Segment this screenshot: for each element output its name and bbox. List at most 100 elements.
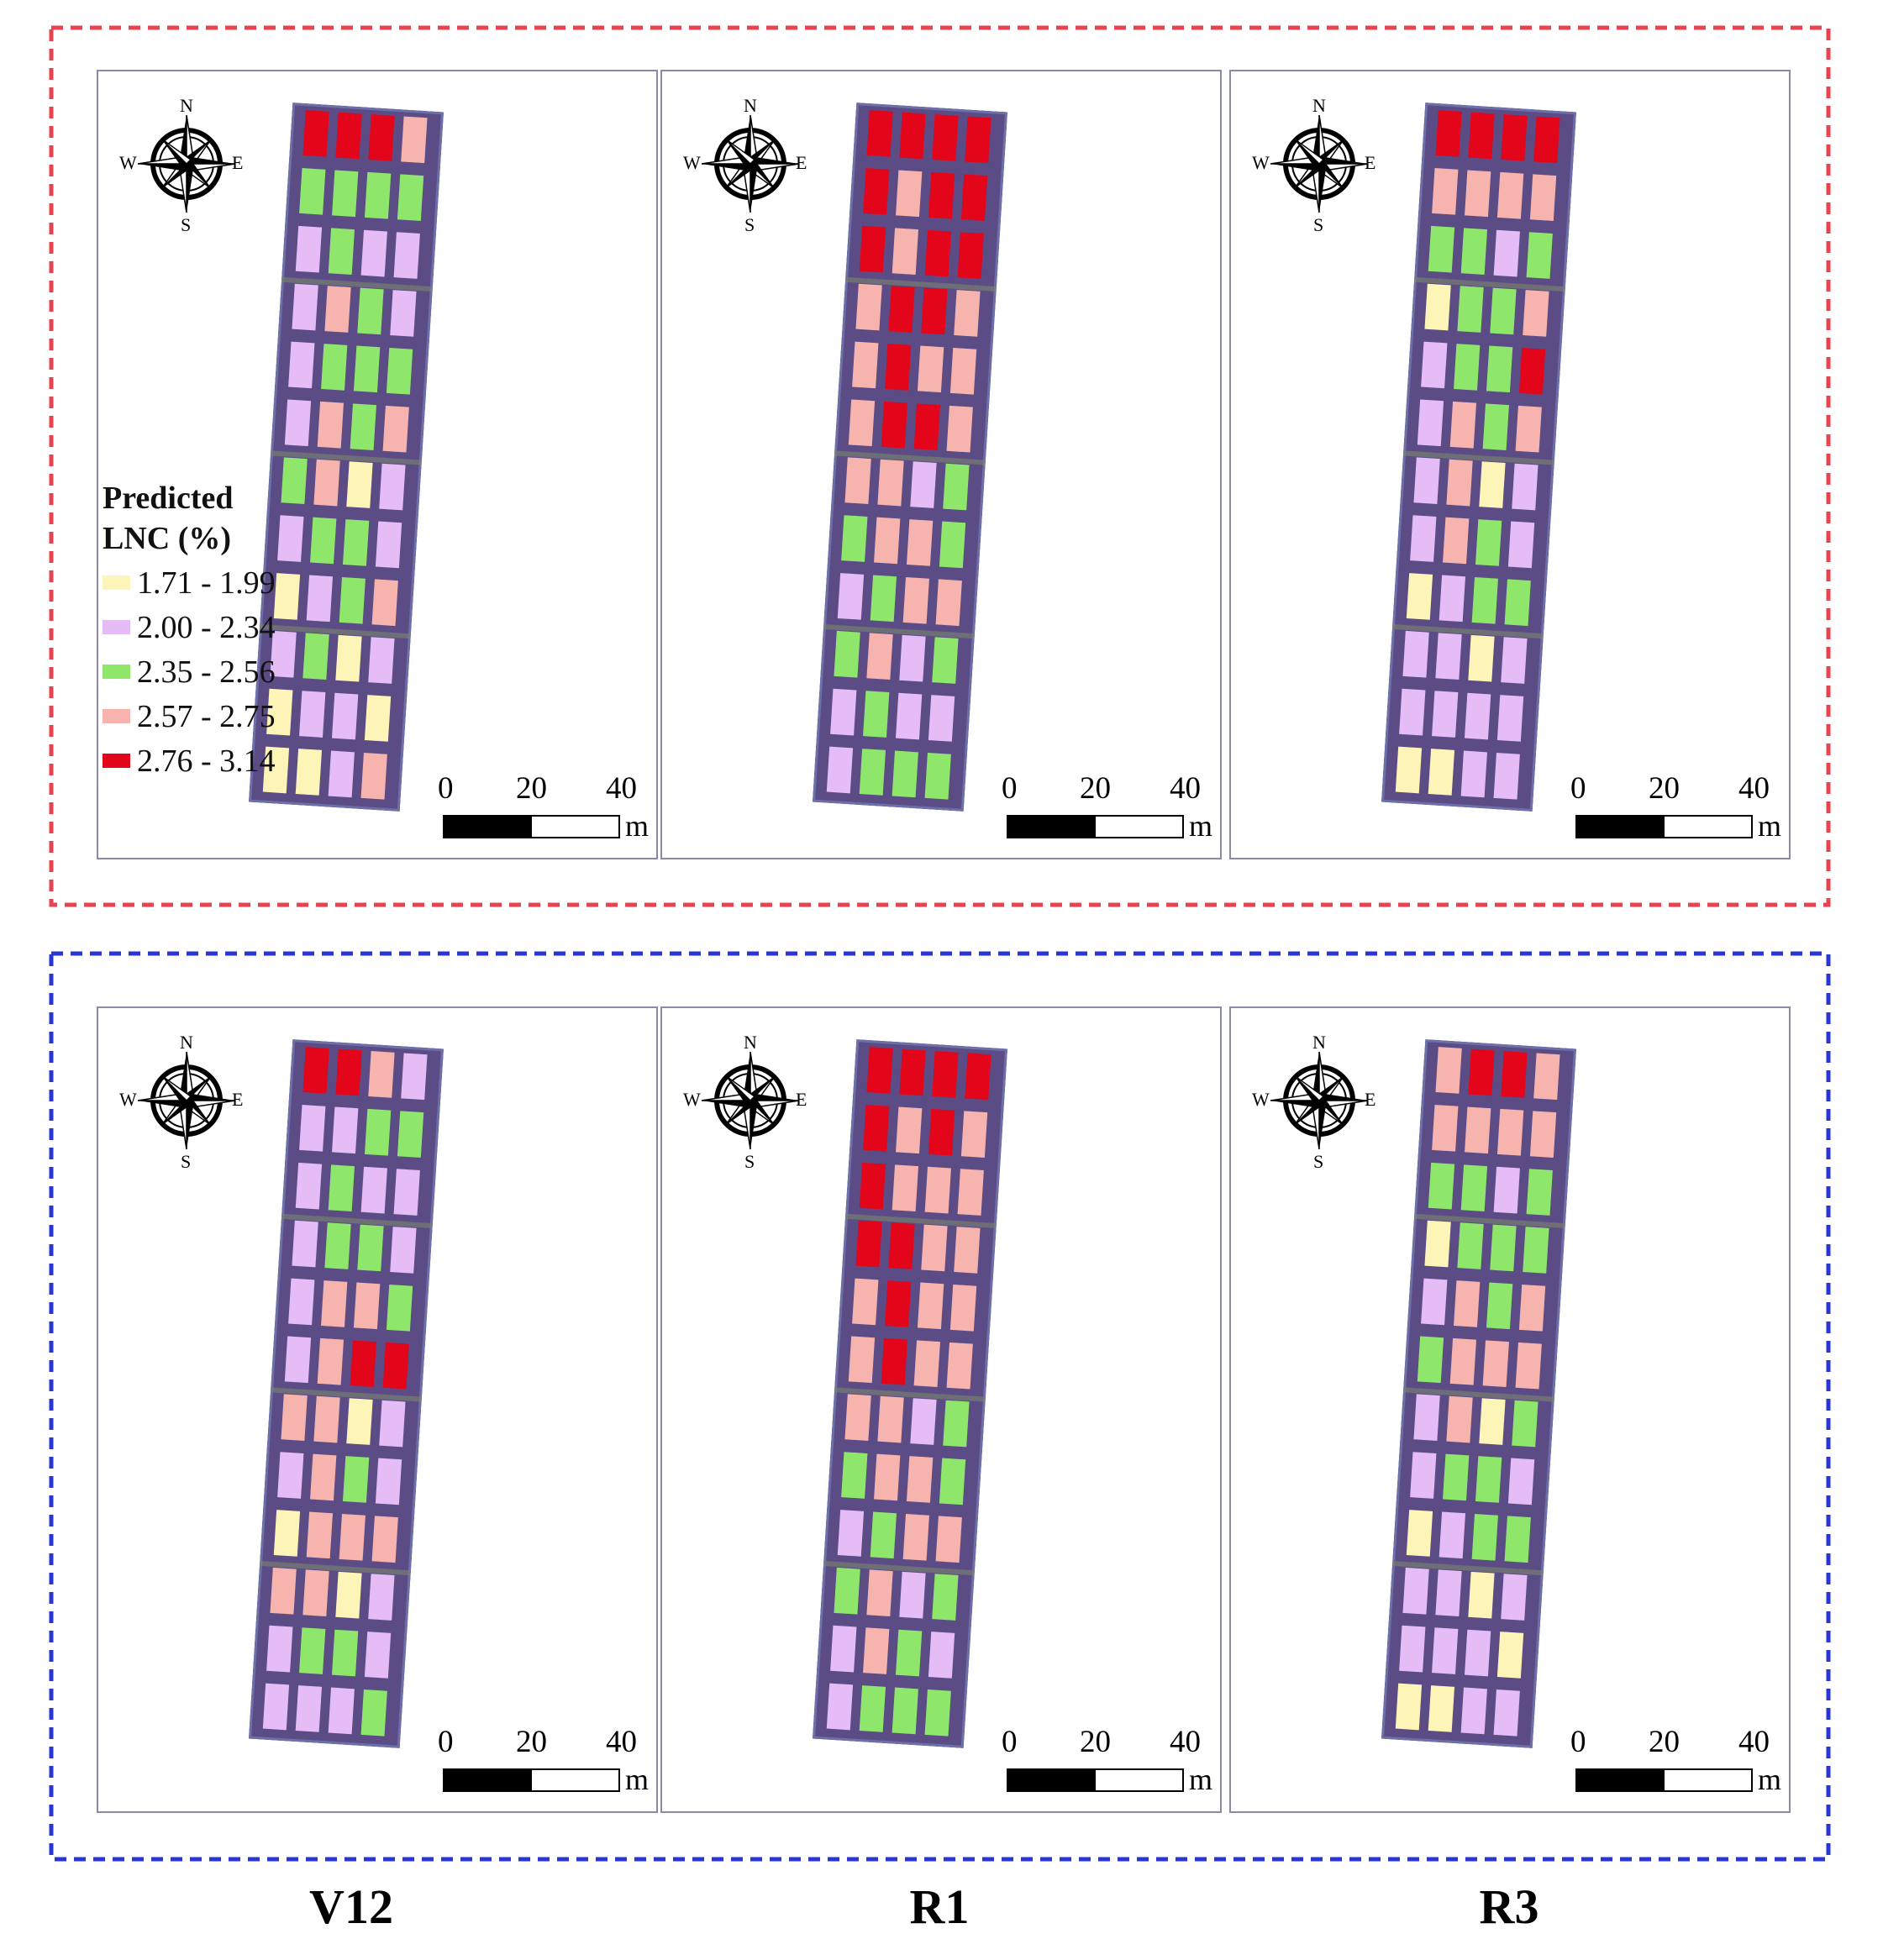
map-panel-r1-bottom: N S E W 0 20 40 m	[660, 1006, 1222, 1813]
plot-cell	[324, 1222, 351, 1269]
plot-cell	[881, 401, 908, 449]
plot-cell	[1410, 1452, 1437, 1499]
plot-cell	[375, 521, 402, 569]
legend-swatch	[103, 709, 130, 723]
plot-cell	[1468, 1048, 1495, 1096]
plot-cell	[895, 1629, 923, 1677]
plot-cell	[877, 459, 904, 507]
compass-label-w: W	[683, 1089, 701, 1110]
plot-cell	[1501, 114, 1528, 161]
plot-cell	[288, 341, 315, 389]
plot-cell	[360, 229, 387, 277]
plot-cell	[295, 1162, 323, 1210]
plot-cell	[1399, 1625, 1426, 1673]
plot-cell	[1468, 112, 1495, 160]
plot-cell	[1533, 1053, 1560, 1101]
plot-cell	[1413, 457, 1440, 504]
legend-label: 2.35 - 2.56	[137, 654, 276, 690]
plot-cell	[270, 1567, 297, 1615]
scale-unit: m	[1758, 1763, 1782, 1796]
plot-cell	[881, 1337, 908, 1385]
scale-tick-label: 40	[606, 1725, 637, 1759]
plot-cell	[1446, 459, 1473, 507]
plot-cell	[946, 1342, 973, 1390]
legend-swatch	[103, 665, 130, 679]
plot-cell	[928, 171, 955, 219]
plot-cell	[863, 1627, 890, 1674]
plot-cell	[826, 746, 854, 794]
legend-label: 2.57 - 2.75	[137, 699, 276, 734]
plot-cell	[866, 633, 893, 680]
scale-tick-label: 0	[1002, 1725, 1018, 1759]
plot-cell	[1446, 1395, 1473, 1443]
compass-rose-icon: N S E W	[1252, 95, 1378, 235]
plot-cell	[313, 1395, 340, 1443]
plot-cell	[1493, 753, 1520, 800]
plot-cell	[957, 232, 984, 279]
plot-cell	[1402, 1567, 1429, 1615]
scale-unit: m	[625, 1763, 650, 1796]
scale-tick-label: 20	[1080, 1725, 1111, 1759]
plot-cell	[288, 1278, 315, 1326]
plot-cell	[364, 1108, 392, 1156]
legend-item: 2.00 - 2.34	[103, 607, 321, 651]
compass-label-n: N	[744, 1032, 757, 1053]
plot-cell	[357, 1224, 384, 1272]
compass-label-n: N	[1312, 95, 1326, 116]
plot-cell	[360, 753, 387, 800]
plot-cell	[1406, 1510, 1433, 1557]
compass-label-s: S	[181, 1151, 192, 1172]
plot-cell	[1432, 168, 1459, 215]
plot-cell	[949, 347, 977, 395]
plot-cell	[899, 112, 926, 160]
plot-cell	[1493, 1689, 1520, 1737]
plot-cell	[928, 1632, 955, 1679]
field-image	[1381, 102, 1577, 812]
plot-cell	[368, 1574, 395, 1621]
plot-cell	[841, 1452, 868, 1499]
scale-bar: 0 20 40 m	[1570, 1724, 1782, 1800]
legend-title-line1: Predicted	[103, 481, 234, 516]
map-panel-r1-top: N S E W 0 20 40 m	[660, 70, 1222, 859]
legend-item: 1.71 - 1.99	[103, 562, 321, 607]
scale-tick-label: 20	[1649, 771, 1680, 806]
compass-label-s: S	[181, 214, 192, 235]
plot-cell	[357, 287, 384, 335]
plot-cell	[1490, 1224, 1517, 1272]
plot-cell	[1482, 403, 1509, 451]
plot-cell	[859, 1162, 886, 1210]
compass-label-n: N	[180, 95, 193, 116]
plot-cell	[960, 1111, 988, 1159]
scale-bar: 0 20 40 m	[1002, 770, 1213, 846]
plot-cell	[899, 1571, 926, 1619]
plot-cell	[834, 630, 860, 678]
plot-cell	[1501, 637, 1528, 684]
field-image	[1381, 1039, 1577, 1748]
plot-cell	[339, 1513, 366, 1561]
plot-cell	[1443, 1453, 1470, 1501]
plot-cell	[1449, 1337, 1477, 1385]
plot-cell	[910, 461, 937, 508]
plot-cell	[870, 575, 897, 623]
plot-cell	[1464, 1629, 1491, 1677]
plot-cell	[284, 1336, 312, 1384]
plot-cell	[896, 1106, 923, 1154]
plot-cell	[1501, 1574, 1528, 1621]
plot-cell	[870, 1511, 897, 1559]
plot-cell	[837, 573, 865, 620]
plot-cell	[1432, 691, 1459, 738]
plot-cell	[281, 1394, 308, 1441]
scale-bar: 0 20 40 m	[1002, 1724, 1213, 1800]
compass-label-s: S	[1313, 1151, 1324, 1172]
legend-title-line2: LNC (%)	[103, 521, 232, 556]
plot-cell	[906, 1456, 934, 1503]
plot-cell	[1449, 401, 1477, 449]
plot-cell	[1471, 576, 1498, 624]
plot-cell	[397, 174, 424, 222]
plot-cell	[346, 1398, 373, 1445]
compass-rose-icon: N S E W	[683, 95, 809, 235]
plot-cell	[1424, 283, 1451, 331]
plot-cell	[910, 1398, 937, 1445]
plot-cell	[1523, 290, 1549, 337]
plot-cell	[1504, 579, 1531, 627]
